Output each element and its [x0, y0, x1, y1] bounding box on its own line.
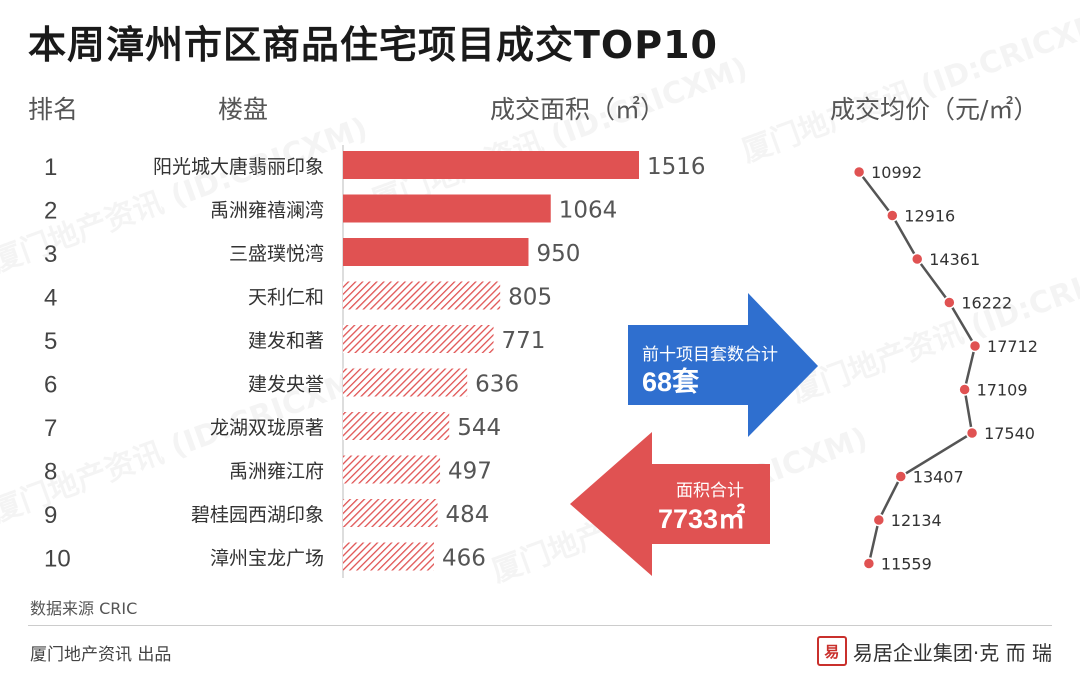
- area-bar: [343, 194, 551, 223]
- price-point: [852, 165, 866, 179]
- total-units-arrow: [628, 293, 818, 437]
- brand-name: 易居企业集团·克 而 瑞: [852, 640, 1052, 665]
- area-value-label: 805: [508, 285, 552, 311]
- price-point: [968, 339, 982, 353]
- project-name: 禹洲雍江府: [229, 461, 324, 483]
- price-point: [965, 426, 979, 440]
- rank-label: 2: [44, 198, 57, 225]
- page-title: 本周漳州市区商品住宅项目成交TOP10: [28, 23, 718, 67]
- project-name: 建发央誉: [248, 374, 324, 396]
- price-point: [943, 296, 956, 309]
- project-name: 阳光城大唐翡丽印象: [153, 156, 324, 178]
- area-value-label: 497: [448, 459, 492, 485]
- project-name: 龙湖双珑原著: [210, 417, 324, 439]
- header-rank: 排名: [28, 95, 79, 124]
- price-value-label: 12916: [904, 207, 955, 226]
- price-point: [886, 209, 899, 222]
- price-point: [910, 252, 924, 266]
- total-units-value: 68套: [642, 367, 700, 397]
- area-bar: [343, 499, 438, 527]
- data-source: 数据来源 CRIC: [30, 599, 138, 618]
- area-bar: [343, 281, 501, 310]
- price-value-label: 10992: [871, 163, 922, 182]
- area-value-label: 1516: [647, 154, 706, 180]
- price-value-label: 13407: [913, 468, 964, 487]
- area-bar: [343, 542, 434, 571]
- area-value-label: 1064: [559, 198, 618, 224]
- price-point: [872, 513, 886, 527]
- header-price: 成交均价（元/㎡）: [830, 95, 1039, 124]
- header-project: 楼盘: [218, 95, 269, 124]
- project-name: 天利仁和: [248, 287, 324, 309]
- price-value-label: 14361: [929, 250, 980, 269]
- area-value-label: 771: [502, 328, 546, 354]
- header-area: 成交面积（㎡）: [490, 95, 666, 124]
- total-units-label: 前十项目套数合计: [642, 345, 778, 365]
- area-bar: [343, 412, 450, 440]
- area-value-label: 466: [442, 546, 486, 572]
- area-value-label: 544: [457, 415, 501, 441]
- area-bar: [343, 368, 468, 397]
- rank-label: 6: [44, 372, 57, 399]
- price-point: [958, 383, 971, 396]
- price-point: [894, 470, 908, 483]
- ranking-chart: 1 阳光城大唐翡丽印象 1516 2 禹洲雍禧澜湾 1064 3 三盛璞悦湾 950 4 天利仁和 8…: [44, 145, 1038, 578]
- rank-label: 4: [44, 285, 57, 312]
- price-value-label: 17540: [984, 424, 1035, 443]
- rank-label: 10: [44, 546, 71, 573]
- price-value-label: 17109: [977, 381, 1028, 400]
- total-area-arrow: [570, 432, 770, 576]
- producer-credit: 厦门地产资讯 出品: [30, 645, 172, 665]
- brand-seal-icon: 易: [816, 636, 847, 666]
- project-name: 禹洲雍禧澜湾: [210, 200, 324, 222]
- price-value-label: 12134: [891, 511, 942, 530]
- total-area-label: 面积合计: [676, 481, 744, 501]
- rank-label: 1: [44, 154, 57, 181]
- rank-label: 5: [44, 328, 57, 355]
- area-bar: [343, 151, 639, 179]
- area-value-label: 484: [446, 502, 490, 528]
- price-point: [862, 557, 876, 570]
- brand-logo: 易 易居企业集团·克 而 瑞: [816, 636, 1052, 666]
- footer-divider: [28, 625, 1052, 626]
- area-bar: [343, 325, 494, 353]
- price-value-label: 11559: [881, 555, 932, 574]
- rank-label: 8: [44, 459, 57, 486]
- rank-label: 9: [44, 502, 57, 529]
- rank-label: 7: [44, 415, 57, 442]
- project-name: 建发和著: [248, 330, 324, 352]
- project-name: 漳州宝龙广场: [210, 548, 324, 570]
- total-area-value: 7733㎡: [658, 504, 746, 534]
- area-value-label: 950: [536, 241, 580, 267]
- area-bar: [343, 455, 441, 484]
- area-bar: [343, 238, 529, 266]
- project-name: 碧桂园西湖印象: [191, 504, 324, 526]
- rank-label: 3: [44, 241, 57, 268]
- area-value-label: 636: [475, 372, 519, 398]
- price-value-label: 16222: [961, 294, 1012, 313]
- project-name: 三盛璞悦湾: [229, 243, 324, 265]
- price-line: [858, 171, 977, 564]
- price-value-label: 17712: [987, 337, 1038, 356]
